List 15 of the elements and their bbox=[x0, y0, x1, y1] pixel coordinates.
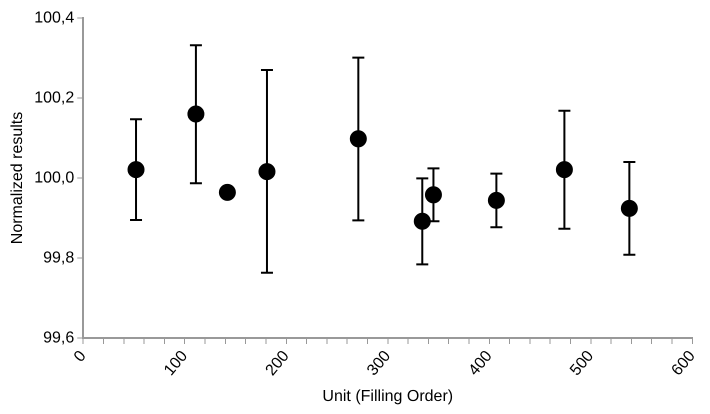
y-axis-title: Normalized results bbox=[9, 112, 26, 244]
x-tick-label: 0 bbox=[70, 348, 90, 366]
x-tick-label: 400 bbox=[466, 348, 496, 380]
y-tick-label: 100,2 bbox=[34, 89, 74, 106]
x-axis-title: Unit (Filling Order) bbox=[322, 388, 454, 405]
x-tick-label: 600 bbox=[668, 348, 699, 380]
x-tick-label: 100 bbox=[161, 348, 192, 380]
x-tick-label: 200 bbox=[262, 348, 293, 380]
x-tick-label: 300 bbox=[364, 348, 394, 380]
y-tick-label: 99,8 bbox=[43, 249, 74, 266]
y-tick-label: 100,0 bbox=[34, 169, 74, 186]
x-tick-label: 500 bbox=[567, 348, 598, 380]
y-tick-label: 100,4 bbox=[34, 9, 74, 26]
point bbox=[218, 184, 236, 201]
y-tick-label: 99,6 bbox=[43, 329, 74, 346]
